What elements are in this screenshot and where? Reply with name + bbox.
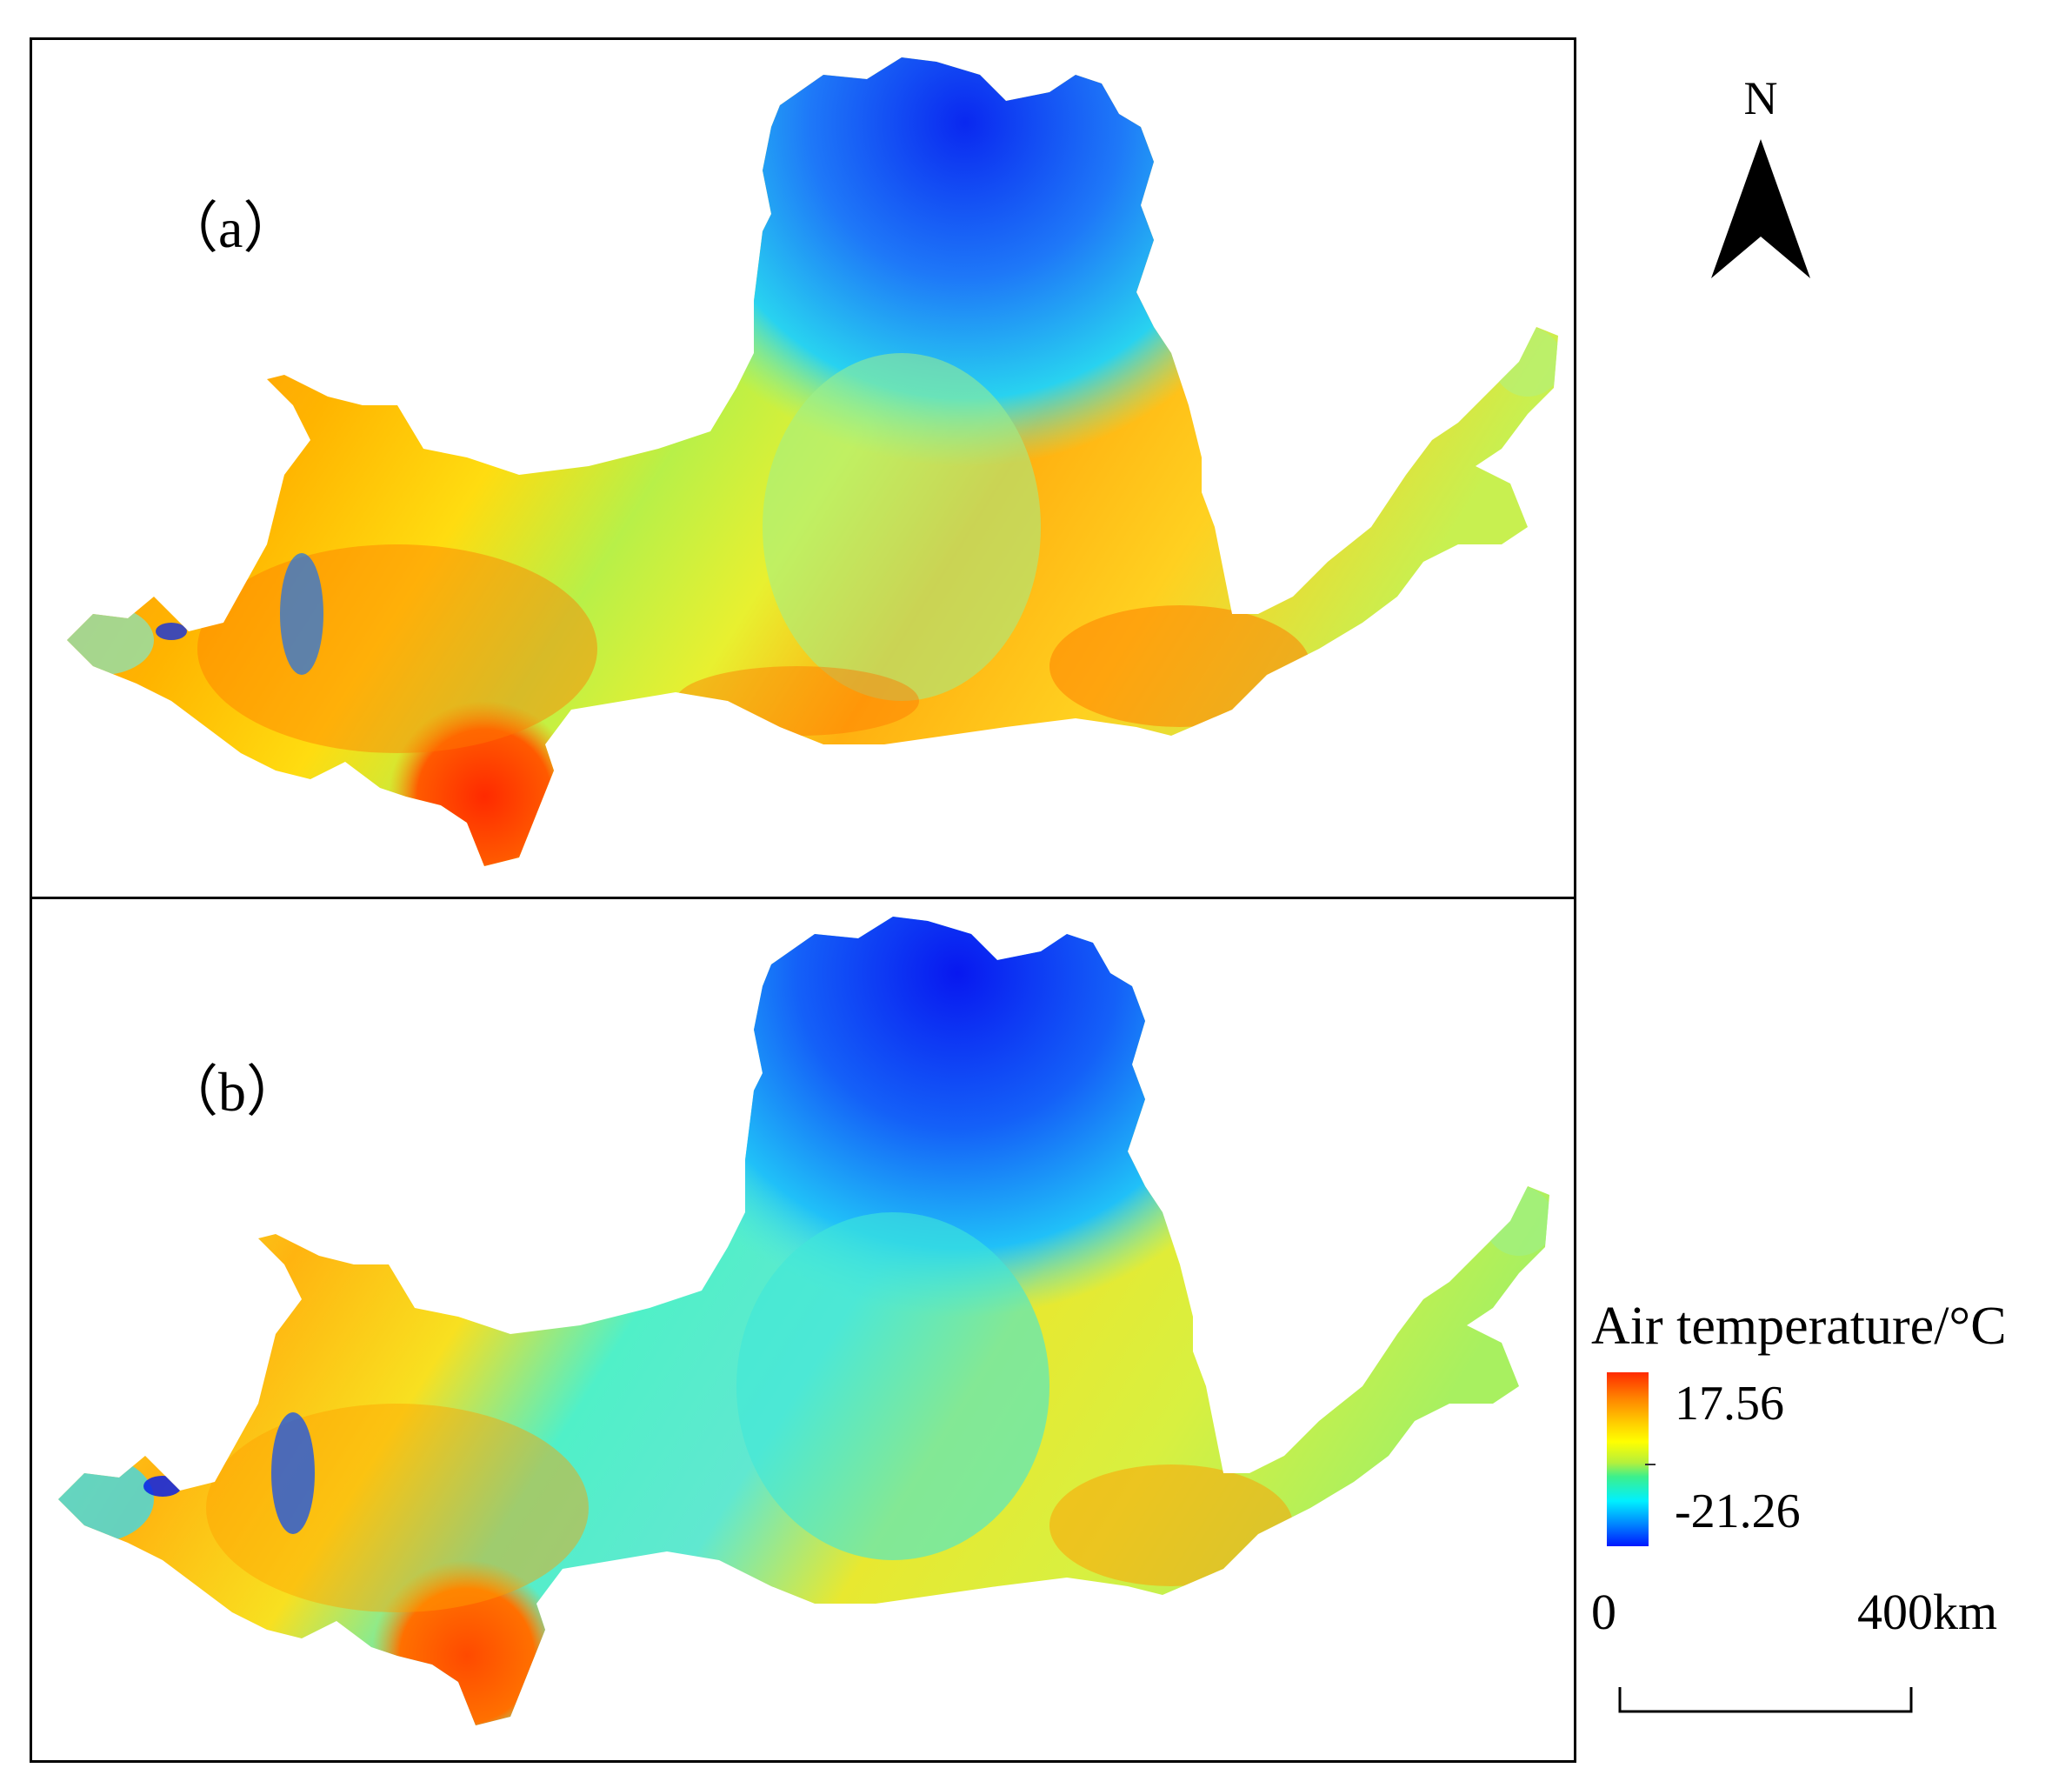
temperature-map-b (58, 917, 1549, 1725)
map-panel-b: （b） (30, 897, 1576, 1763)
map-panel-a: （a） (30, 37, 1576, 899)
legend-tick (1645, 1464, 1656, 1465)
basin-raster-a (67, 57, 1558, 866)
scale-zero-label: 0 (1591, 1584, 1616, 1640)
legend-min-label: -21.26 (1675, 1484, 1801, 1538)
scale-bar: 0 400km (1591, 1583, 2043, 1713)
scale-max-label: 400km (1857, 1584, 1998, 1640)
north-arrow-icon (1711, 139, 1810, 278)
basin-raster-b (58, 917, 1549, 1725)
temperature-map-a (67, 57, 1558, 866)
panel-label-a: （a） (163, 197, 299, 259)
north-arrow: N (1704, 71, 1817, 289)
legend-color-ramp (1607, 1372, 1649, 1546)
legend-max-label: 17.56 (1675, 1377, 1784, 1431)
panel-label-b: （b） (163, 1061, 302, 1123)
legend-title: Air temperature/°C (1591, 1297, 2007, 1356)
north-letter: N (1743, 72, 1778, 124)
scale-bar-line (1618, 1687, 1913, 1713)
